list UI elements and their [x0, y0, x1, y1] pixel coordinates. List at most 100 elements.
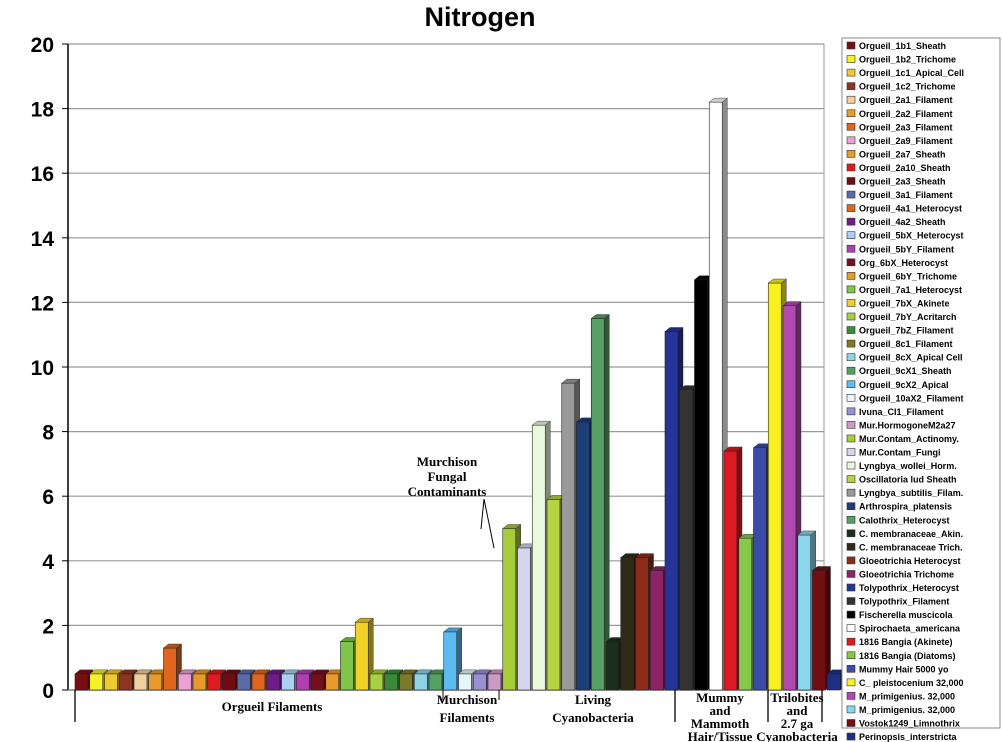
bar-top	[398, 669, 419, 675]
legend-item: Orgueil_1c1_Apical_Cell	[846, 68, 964, 78]
legend-item: Orgueil_10aX2_Filament	[846, 393, 964, 403]
legend-label: Orgueil_7bY_Acritarch	[859, 312, 957, 322]
legend-swatch	[846, 461, 856, 470]
legend-swatch	[846, 95, 856, 104]
legend-swatch	[846, 529, 856, 538]
legend-swatch	[846, 692, 856, 700]
bar-top	[89, 669, 109, 675]
legend-item: Orgueil_9cX1_Sheath	[846, 366, 952, 376]
group-label-line: 2.7 ga	[781, 716, 814, 731]
legend-label: C_ pleistocenium 32,000	[859, 678, 964, 688]
legend-item: M_primigenius. 32,000	[846, 705, 955, 715]
bar	[443, 627, 463, 691]
group-label-line: Hair/Tissue	[688, 729, 753, 742]
bar-top	[457, 669, 478, 675]
chart-title: Nitrogen	[425, 2, 536, 32]
bar-front	[428, 673, 443, 691]
bar-front	[413, 673, 428, 691]
group-label-line: and	[787, 703, 809, 718]
legend-item: Lyngbya_subtilis_Filam.	[846, 488, 963, 498]
group-label-line: Cyanobacteria	[756, 729, 838, 742]
legend-swatch	[846, 150, 856, 158]
group-label-line: Mammoth	[691, 716, 750, 731]
bar-front	[620, 557, 635, 691]
legend-label: M_primigenius. 32,000	[859, 691, 955, 701]
legend-item: Orgueil_4a1_Heterocyst	[846, 204, 962, 214]
legend-item: Mummy Hair 5000 yo	[846, 664, 949, 674]
bar-front	[281, 673, 295, 691]
bar	[590, 314, 610, 691]
legend-swatch	[846, 543, 856, 551]
bar-top	[118, 669, 138, 675]
legend-label: Calothrix_Heterocyst	[859, 515, 950, 525]
bar-top	[266, 669, 286, 675]
bar-front	[443, 631, 458, 691]
bar-top	[236, 669, 256, 675]
bar-front	[472, 673, 487, 691]
bar-front	[266, 673, 281, 691]
legend-swatch	[846, 475, 856, 483]
bar-top	[74, 669, 94, 675]
legend-label: 1816 Bangia (Akinete)	[859, 637, 953, 647]
legend-label: Orgueil_2a9_Filament	[859, 136, 953, 146]
group-label-line: Murchison	[437, 692, 498, 707]
y-tick-label: 18	[31, 99, 55, 122]
group-label: Orgueil Filaments	[222, 699, 323, 714]
legend-swatch	[846, 326, 856, 334]
legend-label: Fischerella muscicola	[859, 610, 954, 620]
legend-swatch	[846, 204, 856, 212]
legend-swatch	[846, 448, 856, 456]
legend-label: Oscillatoria lud Sheath	[859, 475, 957, 485]
bar-top	[192, 669, 212, 675]
legend-item: Vostok1249_Limnothrix	[846, 719, 960, 729]
legend-item: 1816 Bangia (Akinete)	[846, 637, 953, 647]
legend-item: Orgueil_2a10_Sheath	[846, 163, 951, 173]
bar-front	[546, 499, 561, 691]
legend-label: Orgueil_7bZ_Filament	[859, 326, 954, 336]
group-label: Trilobites and 2.7 ga Cyanobacteria	[756, 690, 838, 742]
legend-swatch	[846, 217, 856, 226]
bar-top	[620, 553, 640, 558]
legend-swatch	[846, 610, 856, 619]
legend-item: Calothrix_Heterocyst	[846, 515, 950, 525]
legend-item: Fischerella muscicola	[846, 610, 954, 620]
legend-item: Perinopsis_interstricta	[846, 732, 958, 742]
bar-front	[192, 673, 207, 691]
legend-item: Gloeotrichia Heterocyst	[846, 556, 961, 566]
legend-label: Perinopsis_interstricta	[859, 732, 958, 742]
bar-front	[384, 673, 399, 691]
annotation-label: Murchison Fungal Contaminants	[408, 454, 487, 499]
legend-item: Orgueil_7bZ_Filament	[846, 326, 954, 336]
y-tick-label: 10	[31, 357, 54, 380]
legend-item: Orgueil_8c1_Filament	[846, 339, 953, 349]
legend-swatch	[846, 705, 856, 714]
bar-front	[679, 389, 694, 691]
legend-item: M_primigenius. 32,000	[846, 691, 955, 701]
legend-label: Orgueil_2a7_Sheath	[859, 149, 946, 159]
legend-swatch	[846, 583, 856, 592]
legend-label: Orgueil_7bX_Akinete	[859, 298, 950, 308]
legend-label: C. membranaceae_Akin.	[859, 529, 963, 539]
annotation-line: Murchison	[417, 454, 478, 469]
legend-label: Mur.Contam_Fungi	[859, 448, 941, 458]
bar-front	[104, 673, 118, 691]
bar-front	[649, 570, 664, 691]
bar	[221, 669, 242, 691]
bar-front	[812, 570, 826, 691]
legend-item: Orgueil_1b1_Sheath	[846, 41, 946, 51]
bar	[118, 669, 138, 691]
legend-item: Orgueil_9cX2_Apical	[846, 380, 949, 390]
legend-item: C. membranaceae Trich.	[846, 542, 963, 552]
legend-item: Org_6bX_Heterocyst	[846, 258, 948, 268]
legend-label: Orgueil_6bY_Trichome	[859, 271, 957, 281]
legend-label: Vostok1249_Limnothrix	[859, 719, 960, 729]
legend-swatch	[846, 488, 856, 497]
bar-top	[782, 301, 802, 306]
bar-top	[207, 669, 227, 675]
legend-label: Arthrospira_platensis	[859, 502, 952, 512]
bar-top	[634, 553, 655, 558]
bar-top	[561, 378, 581, 384]
legend-swatch	[846, 407, 856, 416]
